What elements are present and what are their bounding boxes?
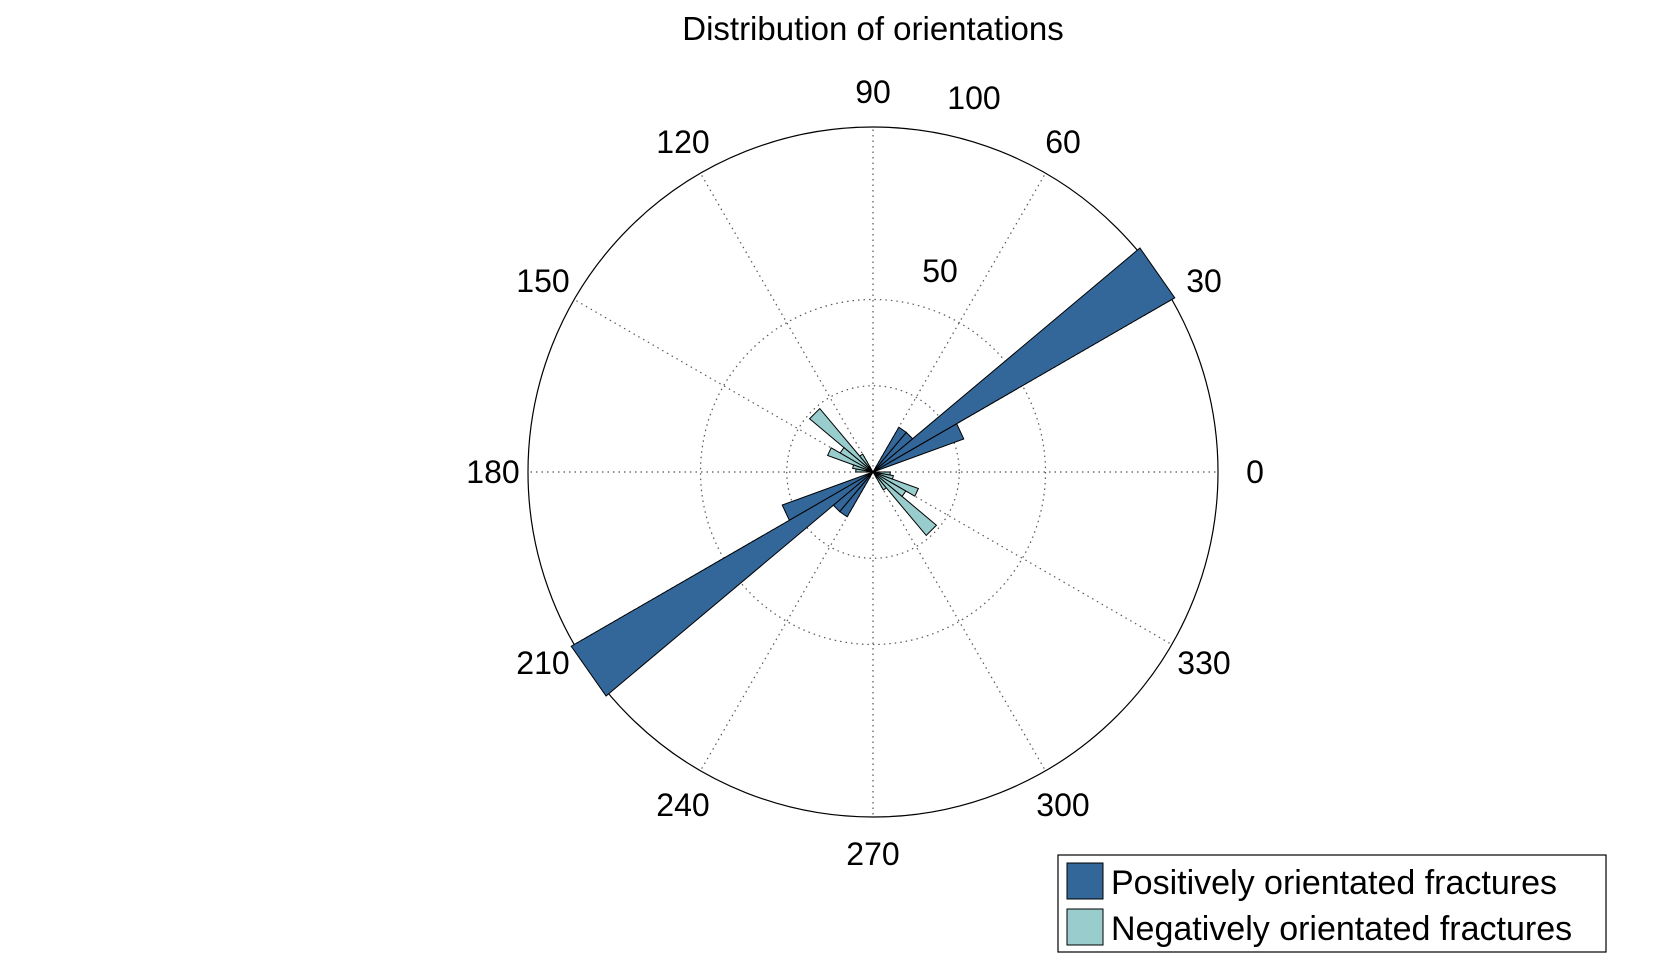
grid-spoke bbox=[872, 471, 1047, 772]
angle-tick-labels: 0 30 60 100 90 120 150 180 210 240 270 300 330 bbox=[466, 74, 1264, 872]
angle-tick-label: 90 bbox=[855, 74, 891, 110]
legend-swatch-positive bbox=[1066, 862, 1104, 900]
angle-tick-label: 210 bbox=[516, 645, 569, 681]
negative-wedge bbox=[872, 471, 938, 537]
grid-spoke bbox=[872, 172, 1047, 473]
angle-tick-label: 330 bbox=[1177, 645, 1230, 681]
radial-tick-label: 50 bbox=[922, 253, 958, 289]
legend-label-negative: Negatively orientated fractures bbox=[1111, 910, 1572, 948]
positive-wedge bbox=[839, 471, 874, 518]
negative-wedge bbox=[826, 447, 874, 473]
negative-wedge bbox=[872, 471, 891, 476]
grid-spoke bbox=[872, 471, 1173, 646]
outer-circle bbox=[527, 126, 1219, 818]
legend-box bbox=[1057, 854, 1607, 953]
positive-wedge bbox=[872, 247, 1176, 473]
negative-wedge bbox=[872, 471, 920, 497]
chart-title: Distribution of orientations bbox=[682, 10, 1064, 47]
angle-tick-label: 120 bbox=[656, 124, 709, 160]
positive-wedge bbox=[872, 426, 907, 473]
angle-tick-label: 300 bbox=[1036, 787, 1089, 823]
negative-wedge bbox=[855, 468, 874, 473]
legend: Positively orientated fractures Negative… bbox=[1057, 854, 1607, 953]
radial-tick-labels: 50 bbox=[922, 253, 958, 289]
angle-tick-label: 240 bbox=[656, 787, 709, 823]
angle-tick-label: 30 bbox=[1186, 263, 1222, 299]
angle-tick-label: 150 bbox=[516, 263, 569, 299]
legend-swatch-negative bbox=[1066, 908, 1104, 946]
angle-tick-label: 270 bbox=[846, 836, 899, 872]
legend-label-positive: Positively orientated fractures bbox=[1111, 864, 1557, 902]
angle-tick-label: 60 bbox=[1045, 124, 1081, 160]
grid-circle bbox=[786, 385, 960, 559]
grid-circle bbox=[699, 298, 1047, 646]
grid-spoke bbox=[699, 172, 874, 473]
angle-tick-label: 0 bbox=[1246, 454, 1264, 490]
angle-tick-label: 100 bbox=[947, 80, 1000, 116]
positive-wedge bbox=[570, 471, 874, 697]
negative-wedge bbox=[808, 407, 874, 473]
grid-spoke bbox=[699, 471, 874, 772]
angle-tick-label: 180 bbox=[466, 454, 519, 490]
rose-wedges bbox=[570, 247, 1176, 697]
grid-spoke bbox=[573, 298, 874, 473]
